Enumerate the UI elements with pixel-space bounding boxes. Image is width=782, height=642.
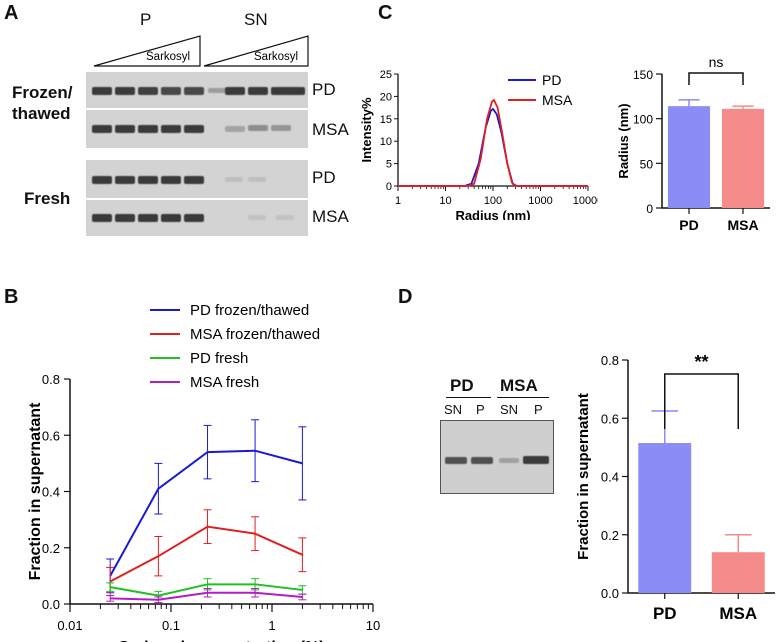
x-tick-label: 0.1 <box>162 618 180 633</box>
x-tick-label: 1 <box>395 195 401 207</box>
blot-label-msa: MSA <box>500 376 538 395</box>
x-tick-label: 10 <box>439 195 451 207</box>
y-tick-label: 0.2 <box>601 528 619 543</box>
sarkosyl-wedges: Sarkosyl Sarkosyl <box>93 35 309 67</box>
y-tick-label: 0.4 <box>42 485 60 500</box>
y-axis-title: Fraction in supernatant <box>27 402 44 580</box>
blot-lane-4: P <box>534 402 543 417</box>
sarkosyl-fraction-chart: 0.0 0.2 0.4 0.6 0.8 0.01 0.1 1 10 Sarkosyl concen… <box>27 302 380 642</box>
bar-pd <box>638 443 692 593</box>
blot-lane-1: SN <box>444 402 463 417</box>
pellet-label: P <box>140 10 152 29</box>
blot-lane-3: SN <box>500 402 519 417</box>
group-frozen-line1: Frozen/ <box>12 83 73 102</box>
legend-label: MSA frozen/thawed <box>190 326 320 343</box>
dls-intensity-chart: 0 5 10 15 20 25 1 10 100 1000 10000 Radius (nm) Inte… <box>359 69 598 220</box>
x-category-label: MSA <box>719 604 757 623</box>
panel-label-a: A <box>4 2 19 24</box>
y-tick-label: 20 <box>380 91 392 103</box>
y-tick-label: 0.0 <box>601 586 619 601</box>
x-axis-title: Radius (nm) <box>455 208 530 220</box>
panel-label-b: B <box>4 286 19 308</box>
significance-label: ns <box>709 54 724 70</box>
x-axis-title: Sarkosyl concentration (%) <box>118 639 324 642</box>
row-label-frozen-pd: PD <box>312 80 336 99</box>
legend-label: PD fresh <box>190 350 248 367</box>
x-tick-label: 1000 <box>528 195 552 207</box>
group-fresh: Fresh <box>24 189 71 208</box>
wedge-label-p: Sarkosyl <box>146 51 190 63</box>
y-tick-label: 0.2 <box>42 541 60 556</box>
y-tick-label: 0.4 <box>601 470 619 485</box>
blot-label-pd: PD <box>450 376 474 395</box>
y-tick-label: 10 <box>380 136 392 148</box>
wedge-label-sn: Sarkosyl <box>254 51 298 63</box>
y-tick-label: 0.6 <box>601 411 619 426</box>
x-category-label: PD <box>653 604 677 623</box>
series-line-pd-frozen-thawed <box>109 449 303 577</box>
sarkosyl-wedge-p <box>93 35 201 67</box>
supernatant-bar-chart: 0.0 0.2 0.4 0.6 0.8 Fraction in supernatant PD… <box>575 352 775 623</box>
y-tick-label: 0.0 <box>42 597 60 612</box>
radius-bar-chart: 0 50 100 150 Radius (nm) PD MSA ns <box>616 54 770 233</box>
supernatant-label: SN <box>244 10 268 29</box>
gel-strip-frozen-pd <box>86 72 308 108</box>
y-tick-label: 0 <box>386 181 392 193</box>
bar-msa <box>711 552 765 593</box>
gel-strip-fresh-msa <box>86 200 308 236</box>
x-category-label: PD <box>679 217 698 233</box>
y-tick-label: 0.8 <box>601 353 619 368</box>
legend-label: PD frozen/thawed <box>190 302 309 319</box>
legend-label: MSA <box>542 92 573 108</box>
blot-lane-2: P <box>476 402 485 417</box>
legend-label: MSA fresh <box>190 374 259 391</box>
series-line-msa-frozen-thawed <box>109 525 303 583</box>
y-tick-label: 0.8 <box>42 372 60 387</box>
bar-pd <box>667 106 711 208</box>
x-tick-label: 10 <box>366 618 380 633</box>
gel-strip-fresh-pd <box>86 160 308 198</box>
group-frozen-thawed: Frozen/ thawed <box>12 82 72 124</box>
blot-underline-pd <box>446 397 491 398</box>
row-label-frozen-msa: MSA <box>312 120 349 139</box>
row-label-fresh-msa: MSA <box>312 207 349 226</box>
y-tick-label: 150 <box>633 68 653 82</box>
panel-label-d: D <box>398 286 413 308</box>
y-tick-label: 0.6 <box>42 428 60 443</box>
dls-curve-msa <box>398 98 588 187</box>
x-tick-label: 100 <box>484 195 502 207</box>
x-tick-label: 10000 <box>573 195 598 207</box>
y-tick-label: 15 <box>380 114 392 126</box>
gel-strip-frozen-msa <box>86 110 308 148</box>
y-tick-label: 25 <box>380 69 392 81</box>
sarkosyl-wedge-sn <box>203 35 309 67</box>
group-frozen-line2: thawed <box>12 104 71 123</box>
y-axis-title: Fraction in supernatant <box>575 393 592 560</box>
blot-underline-msa <box>497 397 549 398</box>
panel-label-c: C <box>378 2 393 24</box>
x-category-label: MSA <box>727 217 758 233</box>
dls-curve-pd <box>398 107 588 187</box>
x-tick-label: 1 <box>268 618 275 633</box>
y-tick-label: 0 <box>646 202 653 216</box>
significance-bracket <box>664 373 739 429</box>
western-blot-image <box>440 420 554 494</box>
significance-bracket <box>688 72 744 85</box>
y-axis-title: Intensity% <box>359 97 374 162</box>
bar-msa <box>721 108 765 208</box>
row-label-fresh-pd: PD <box>312 168 336 187</box>
series-line-msa-fresh <box>110 591 303 601</box>
y-tick-label: 50 <box>640 157 654 171</box>
x-tick-label: 0.01 <box>57 618 82 633</box>
y-axis-title: Radius (nm) <box>616 103 631 178</box>
y-tick-label: 100 <box>633 113 653 127</box>
significance-label: ** <box>694 352 708 372</box>
legend-label: PD <box>542 72 561 88</box>
y-tick-label: 5 <box>386 159 392 171</box>
